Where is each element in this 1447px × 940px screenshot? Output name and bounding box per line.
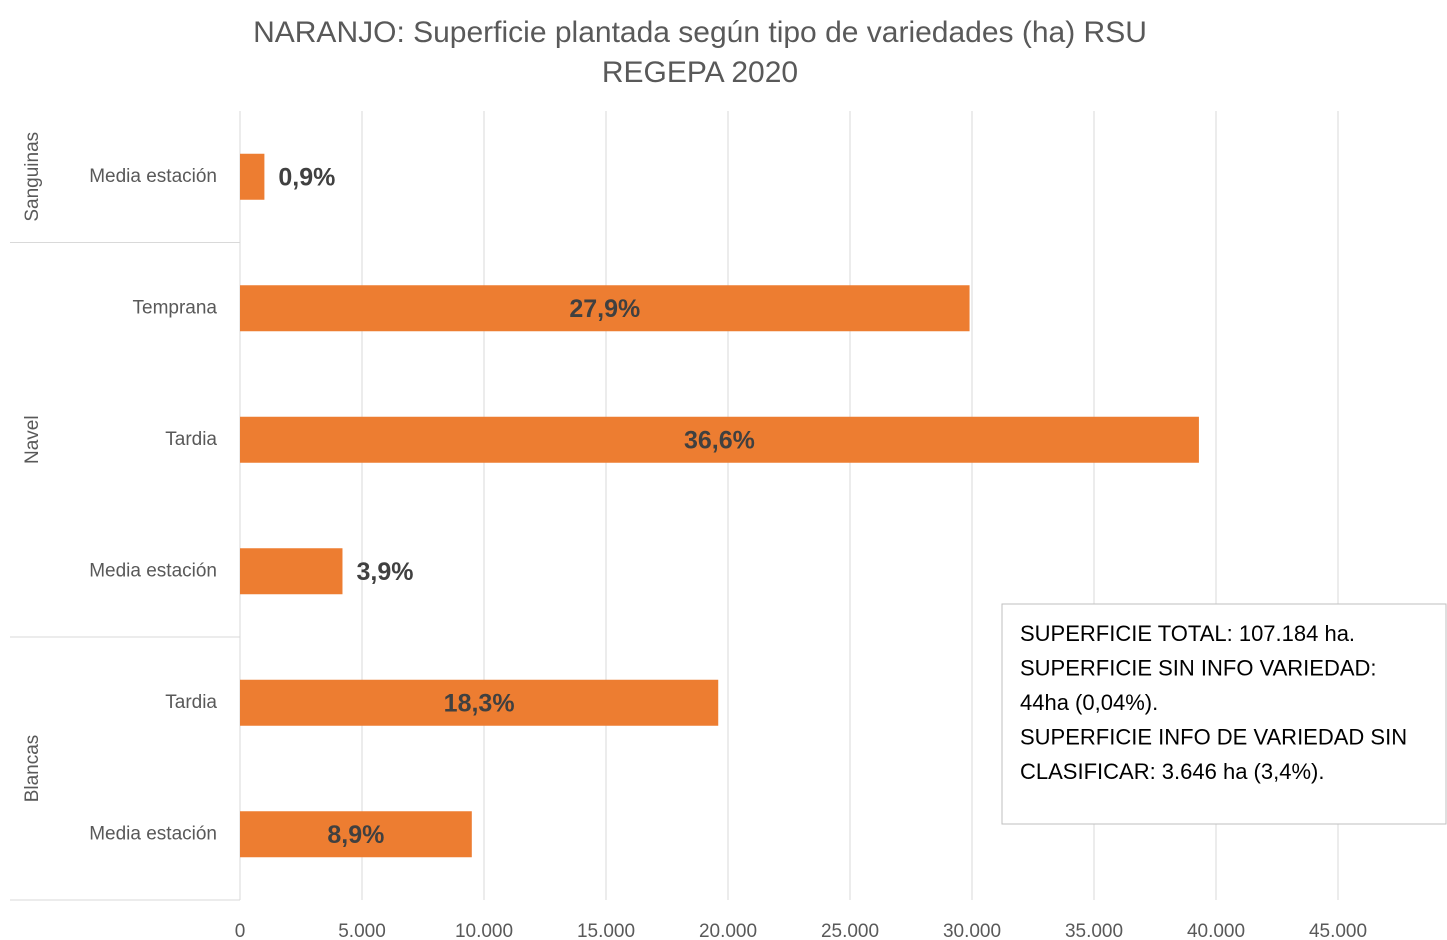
bar xyxy=(240,679,719,726)
bar xyxy=(240,548,343,595)
annotation-line: CLASIFICAR: 3.646 ha (3,4%). xyxy=(1020,759,1324,784)
y-tick-label: Media estación xyxy=(89,823,217,844)
y-tick-label: Media estación xyxy=(89,560,217,581)
group-label: Navel xyxy=(22,415,43,464)
annotation-line: SUPERFICIE SIN INFO VARIEDAD: xyxy=(1020,655,1377,680)
x-tick-label: 10.000 xyxy=(455,921,513,940)
y-tick-label: Tardia xyxy=(165,429,217,450)
group-label: Sanguinas xyxy=(22,132,43,222)
annotation-box xyxy=(1001,603,1447,825)
data-label: 27,9% xyxy=(569,295,640,323)
x-tick-label: 30.000 xyxy=(943,921,1001,940)
bar xyxy=(240,416,1199,463)
data-label: 0,9% xyxy=(278,163,335,191)
data-label: 36,6% xyxy=(684,426,755,454)
x-tick-label: 35.000 xyxy=(1065,921,1123,940)
x-tick-label: 5.000 xyxy=(338,921,386,940)
x-tick-label: 25.000 xyxy=(821,921,879,940)
x-tick-label: 0 xyxy=(235,921,246,940)
annotation-line: 44ha (0,04%). xyxy=(1020,690,1158,715)
x-tick-label: 15.000 xyxy=(577,921,635,940)
data-label: 8,9% xyxy=(327,821,384,849)
bar xyxy=(240,153,265,200)
group-label: Blancas xyxy=(22,735,43,803)
x-tick-label: 20.000 xyxy=(699,921,757,940)
data-label: 3,9% xyxy=(356,558,413,586)
chart-title: NARANJO: Superficie plantada según tipo … xyxy=(253,16,1147,49)
data-label: 18,3% xyxy=(444,689,515,717)
y-tick-label: Tardia xyxy=(165,692,217,713)
chart-subtitle: REGEPA 2020 xyxy=(602,56,798,89)
bar xyxy=(240,811,472,858)
y-tick-label: Media estación xyxy=(89,166,217,187)
y-tick-label: Temprana xyxy=(133,297,218,318)
bar xyxy=(240,285,970,332)
annotation-line: SUPERFICIE INFO DE VARIEDAD SIN xyxy=(1020,724,1407,749)
x-tick-label: 45.000 xyxy=(1309,921,1367,940)
x-tick-label: 40.000 xyxy=(1187,921,1245,940)
annotation-line: SUPERFICIE TOTAL: 107.184 ha. xyxy=(1020,621,1355,646)
